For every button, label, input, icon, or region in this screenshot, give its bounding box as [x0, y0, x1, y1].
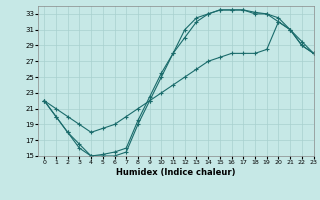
X-axis label: Humidex (Indice chaleur): Humidex (Indice chaleur): [116, 168, 236, 177]
